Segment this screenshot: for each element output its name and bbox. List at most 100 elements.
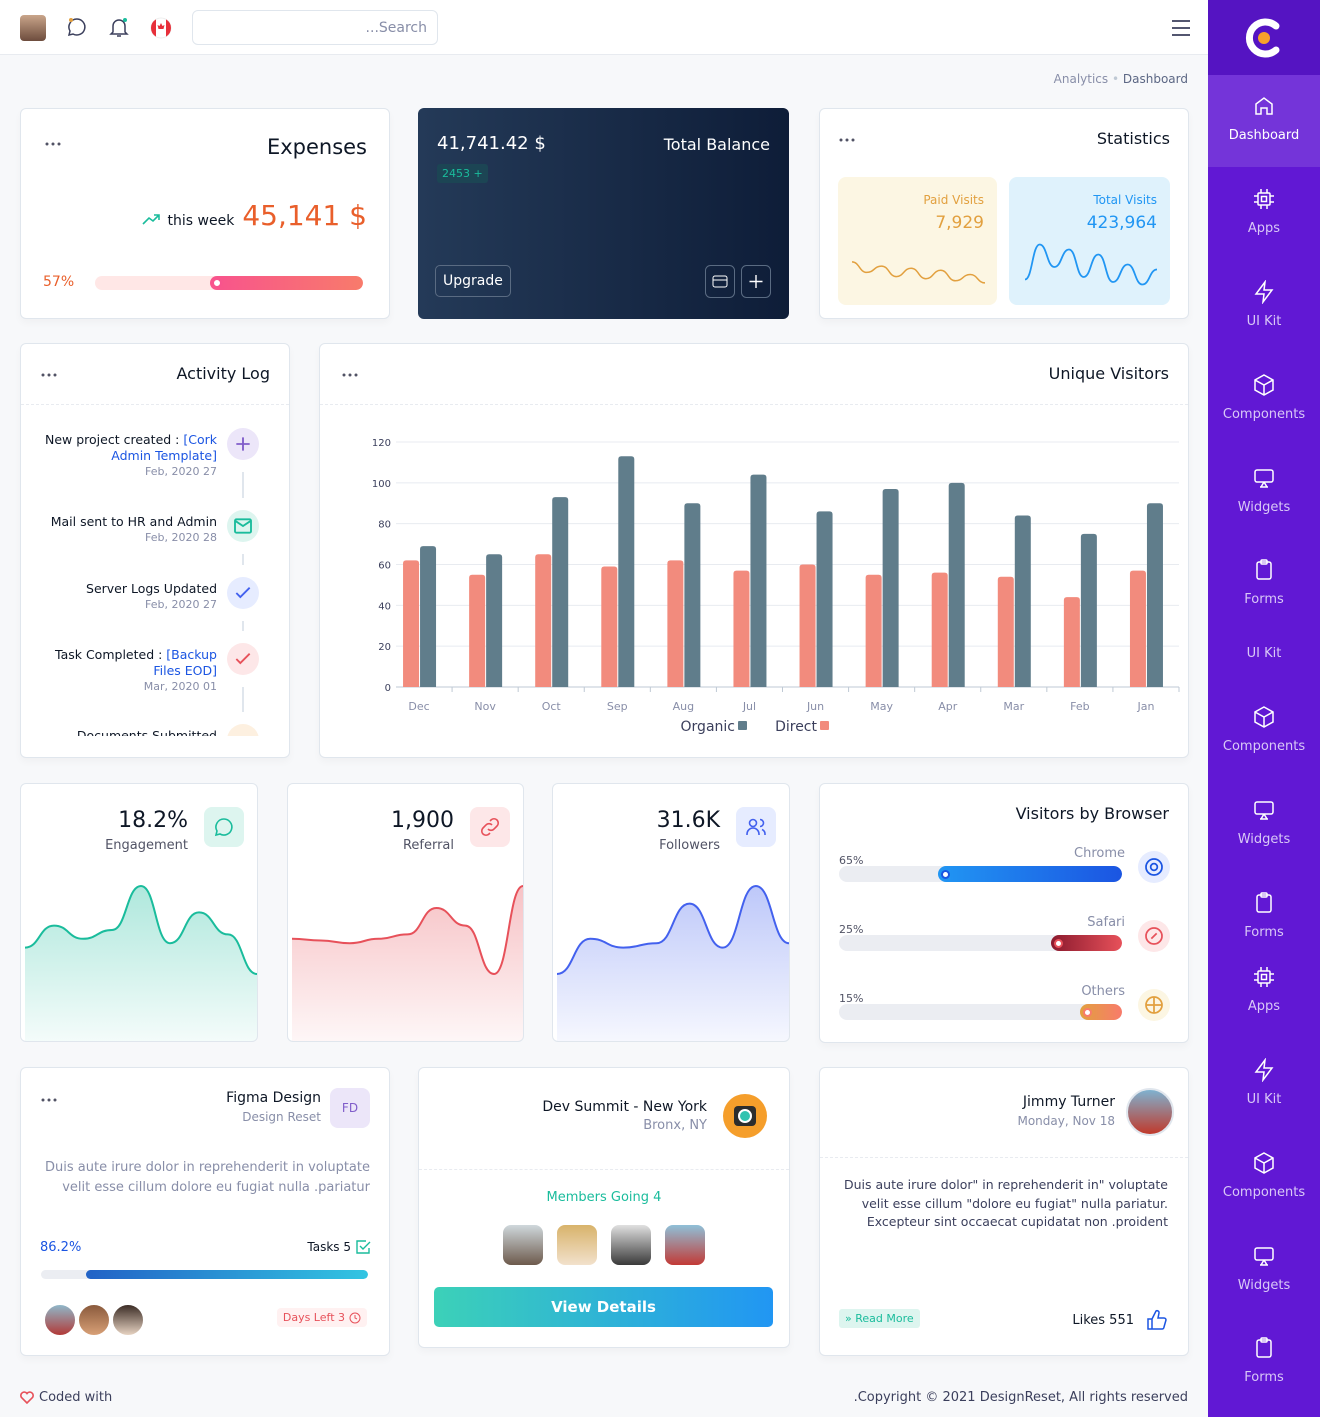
activity-text: Task Completed : xyxy=(55,647,167,662)
flag-icon[interactable] xyxy=(150,17,172,39)
trend-area xyxy=(557,886,789,1041)
progress-bar xyxy=(86,1270,368,1279)
footer-left: Coded with xyxy=(20,1390,112,1405)
browser-share-label: 15% xyxy=(839,992,864,1005)
timeline-line xyxy=(242,621,244,631)
activity-icon xyxy=(227,724,259,736)
activity-icon xyxy=(227,428,259,460)
bar xyxy=(1080,533,1097,687)
balance-title: Total Balance xyxy=(663,135,770,154)
member-avatar xyxy=(43,1303,77,1337)
browser-icon xyxy=(1138,851,1170,883)
logo[interactable] xyxy=(1242,14,1286,62)
card-button[interactable] xyxy=(705,265,735,298)
timeline-line xyxy=(242,687,244,712)
nav-item[interactable]: Components xyxy=(1222,407,1306,422)
y-tick-label: 40 xyxy=(378,601,391,612)
x-tick-label: Oct xyxy=(542,700,562,713)
balance-amount: 41,741.42 $ xyxy=(437,133,546,154)
read-more[interactable]: » Read More xyxy=(839,1309,920,1328)
member-avatar xyxy=(611,1225,651,1265)
x-tick-label: Jul xyxy=(742,700,756,713)
bar xyxy=(750,474,767,687)
expenses-summary: this week 45,141 $ xyxy=(141,199,367,232)
nav-item[interactable]: Widgets xyxy=(1237,832,1291,847)
footer-text: Coded with xyxy=(39,1390,113,1405)
user-avatar[interactable] xyxy=(20,15,46,41)
nav-item[interactable]: Components xyxy=(1222,1185,1306,1200)
visitors-card: Unique Visitors 0 20 40 60 80 100 120 Dec Nov Oct… xyxy=(319,343,1189,758)
nav-item[interactable]: Forms xyxy=(1244,592,1284,607)
stat-card: 31.6K Followers xyxy=(552,783,790,1042)
nav-item[interactable]: Apps xyxy=(1247,221,1281,236)
more-icon[interactable] xyxy=(45,141,61,147)
trend-line xyxy=(24,884,257,975)
stat-label: Engagement xyxy=(105,838,188,853)
upgrade-button[interactable]: Upgrade xyxy=(435,265,511,297)
progress-track xyxy=(41,1270,368,1279)
activity-text: New project created : xyxy=(44,432,184,447)
timeline-line xyxy=(242,554,244,565)
menu-icon[interactable] xyxy=(1170,18,1192,38)
stat-value: 31.6K xyxy=(656,808,720,833)
nav-icon xyxy=(1254,967,1274,987)
bar xyxy=(997,576,1014,687)
nav-item[interactable]: UI Kit xyxy=(1246,1092,1282,1107)
stat-label: Paid Visits xyxy=(923,193,984,207)
activity-link: [Cork Admin Template] xyxy=(111,432,217,463)
bar-knob xyxy=(1082,1008,1092,1017)
nav-icon xyxy=(1254,1058,1274,1082)
more-icon[interactable] xyxy=(342,372,358,378)
author-avatar xyxy=(1126,1088,1174,1136)
add-button[interactable] xyxy=(741,265,771,298)
stat-value: 1,900 xyxy=(391,808,454,833)
chat-icon[interactable] xyxy=(66,16,88,38)
bar xyxy=(733,570,750,687)
bar xyxy=(403,560,420,687)
card-title: Statistics xyxy=(1096,129,1170,148)
breadcrumb-item[interactable]: Analytics xyxy=(1053,72,1109,86)
nav-item[interactable]: Dashboard xyxy=(1228,128,1300,143)
activity-text: Server Logs Updated xyxy=(86,581,217,596)
nav-item[interactable]: Widgets xyxy=(1237,1278,1291,1293)
progress-bar xyxy=(210,276,363,290)
member-avatar xyxy=(665,1225,705,1265)
browser-share-label: 65% xyxy=(839,854,864,867)
bell-icon[interactable] xyxy=(108,16,130,38)
activity-list: New project created : [Cork Admin Templa… xyxy=(21,344,289,736)
x-tick-label: Apr xyxy=(938,700,958,713)
y-tick-label: 20 xyxy=(378,642,391,653)
search-box[interactable]: ...Search xyxy=(192,10,438,45)
y-tick-label: 60 xyxy=(378,561,391,572)
bar xyxy=(601,566,618,687)
chart-title: Unique Visitors xyxy=(1048,364,1169,383)
post-date: Monday, Nov 18 xyxy=(1017,1114,1115,1128)
x-tick-label: Dec xyxy=(408,700,429,713)
bar-chart: 0 20 40 60 80 100 120 Dec Nov Oct Sep Aug Jul Jun May A… xyxy=(372,438,1180,735)
event-location: Bronx, NY xyxy=(643,1118,707,1133)
x-tick-label: Feb xyxy=(1070,700,1089,713)
legend-swatch xyxy=(820,721,829,730)
view-details-button[interactable]: View Details xyxy=(434,1287,773,1327)
more-icon[interactable] xyxy=(41,1097,57,1103)
nav-item[interactable]: Forms xyxy=(1244,925,1284,940)
x-tick-label: Jan xyxy=(1136,700,1154,713)
nav-item[interactable]: UI Kit xyxy=(1246,314,1282,329)
nav-item[interactable]: Widgets xyxy=(1237,500,1291,515)
nav-item[interactable]: UI Kit xyxy=(1246,646,1282,661)
bar xyxy=(1129,570,1146,687)
bar xyxy=(799,564,816,687)
more-icon[interactable] xyxy=(839,137,855,143)
days-left: Days Left 3 xyxy=(276,1308,367,1327)
y-tick-label: 120 xyxy=(372,438,391,449)
nav-item[interactable]: Apps xyxy=(1247,999,1281,1014)
nav-item[interactable]: Forms xyxy=(1244,1370,1284,1385)
activity-date: Feb, 2020 28 xyxy=(145,531,217,544)
legend-label: Direct xyxy=(775,719,817,735)
logo-area xyxy=(1208,0,1320,75)
trend-area xyxy=(25,886,257,1041)
more-icon[interactable] xyxy=(41,372,57,378)
bar xyxy=(882,488,899,687)
like-icon[interactable] xyxy=(1145,1308,1169,1332)
nav-item[interactable]: Components xyxy=(1222,739,1306,754)
